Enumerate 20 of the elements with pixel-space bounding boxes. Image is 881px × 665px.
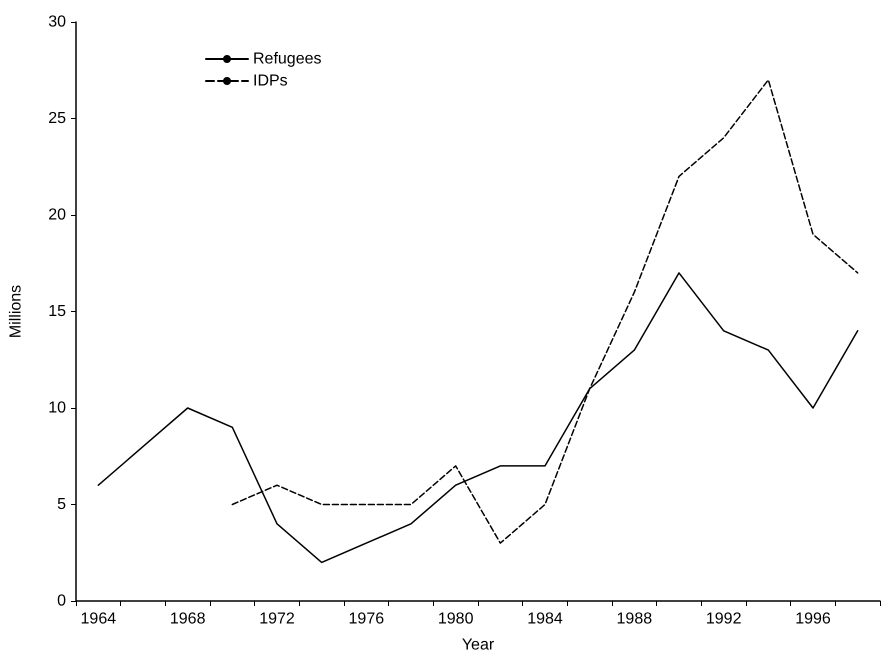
x-tick-label: 1984 xyxy=(527,610,563,628)
y-tick-label: 10 xyxy=(48,400,66,416)
y-axis-title: Millions xyxy=(8,284,24,338)
x-tick-label: 1980 xyxy=(438,610,474,628)
y-tick-label: 20 xyxy=(48,206,66,224)
x-tick-label: 1996 xyxy=(795,610,831,628)
x-tick-label: 1968 xyxy=(170,610,206,628)
y-tick-label: 15 xyxy=(48,303,66,320)
legend-label: IDPs xyxy=(253,72,288,90)
legend-label: Refugees xyxy=(253,50,322,68)
x-tick-label: 1972 xyxy=(259,610,295,628)
y-tick-label: 25 xyxy=(48,110,66,127)
x-axis-title: Year xyxy=(462,636,495,654)
x-tick-label: 1992 xyxy=(706,610,742,628)
y-tick-label: 5 xyxy=(57,496,66,513)
y-tick-label: 0 xyxy=(57,592,66,610)
x-tick-label: 1976 xyxy=(348,610,384,628)
x-tick-label: 1988 xyxy=(616,610,652,628)
x-tick-label: 1964 xyxy=(80,610,116,628)
y-tick-label: 30 xyxy=(48,14,66,30)
